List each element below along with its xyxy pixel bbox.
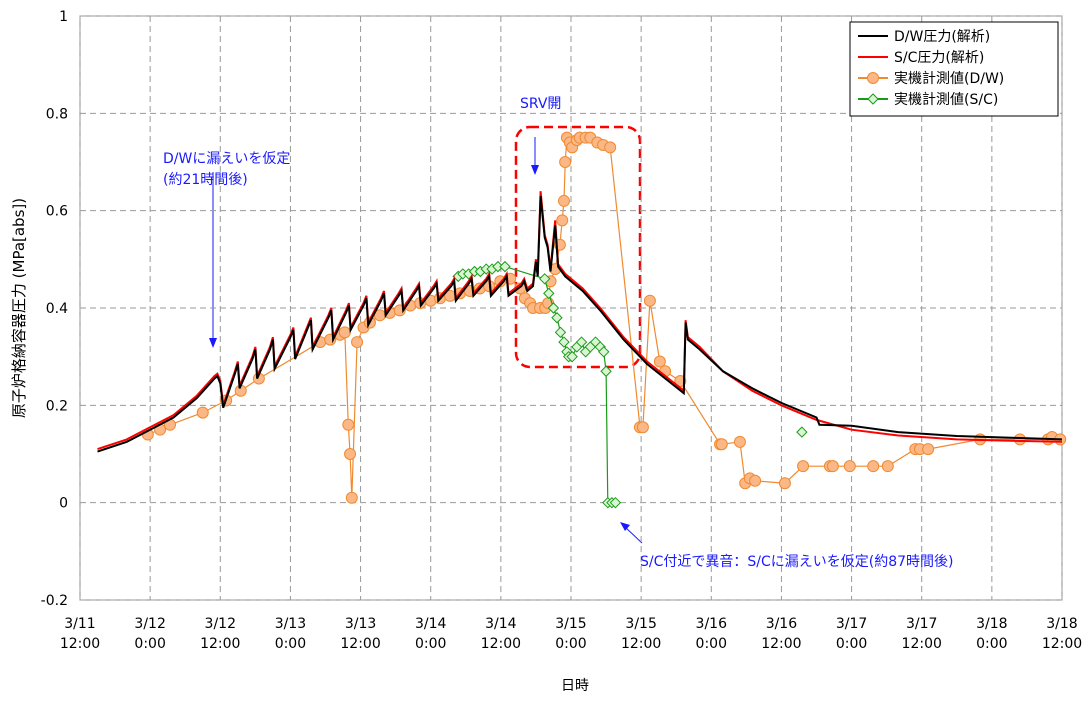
marker <box>338 326 351 339</box>
x-tick-label: 3/11 12:00 <box>60 616 100 652</box>
x-tick-label: 3/17 0:00 <box>836 616 867 652</box>
marker <box>551 312 563 324</box>
series-line <box>97 196 1063 453</box>
y-tick-label: 0.8 <box>46 106 68 122</box>
marker <box>554 326 567 339</box>
marker <box>543 287 555 300</box>
marker <box>796 426 808 438</box>
x-tick-label: 3/15 12:00 <box>621 616 661 652</box>
marker <box>575 336 588 348</box>
marker <box>345 491 358 504</box>
annotation-arrow <box>624 526 643 544</box>
marker <box>344 448 357 460</box>
x-tick-label: 3/16 12:00 <box>761 616 801 652</box>
marker <box>643 294 656 307</box>
highlight-box <box>514 125 642 369</box>
arrow-head <box>531 165 539 175</box>
marker <box>604 141 617 154</box>
annotation: (約21時間後) <box>163 172 248 188</box>
arrow-head <box>209 338 217 348</box>
marker <box>547 302 560 314</box>
x-axis-label: 日時 <box>561 678 589 694</box>
legend-marker <box>867 93 879 105</box>
marker <box>867 460 880 473</box>
legend-box <box>849 21 1059 117</box>
series-line <box>147 135 1061 498</box>
marker <box>843 460 856 473</box>
marker <box>351 336 364 349</box>
marker <box>636 421 649 434</box>
x-tick-label: 3/13 12:00 <box>340 616 380 652</box>
marker <box>1013 433 1026 446</box>
x-tick-label: 3/14 12:00 <box>481 616 521 652</box>
marker <box>600 365 612 377</box>
marker <box>557 194 570 207</box>
x-tick-label: 3/13 0:00 <box>275 616 306 652</box>
y-tick-label: 0 <box>59 496 68 512</box>
marker <box>538 273 551 285</box>
marker <box>598 346 610 358</box>
legend-label: 実機計測値(S/C) <box>894 92 998 108</box>
annotation: S/C付近で異音：S/Cに漏えいを仮定(約87時間後) <box>640 553 954 570</box>
x-tick-label: 3/16 0:00 <box>696 616 728 652</box>
marker <box>922 443 935 456</box>
y-axis-label: 原子炉格納容器圧力 (MPa[abs]) <box>10 198 28 418</box>
marker <box>778 477 791 490</box>
marker <box>566 350 578 363</box>
x-tick-label: 3/17 12:00 <box>902 616 942 652</box>
marker <box>196 406 209 419</box>
series-line <box>458 267 802 503</box>
y-tick-label: 0.4 <box>46 301 68 317</box>
y-tick-label: 0.2 <box>46 398 68 414</box>
annotation: SRV開 <box>520 96 561 112</box>
legend-label: 実機計測値(D/W) <box>894 71 1004 87</box>
marker <box>826 460 839 473</box>
marker <box>749 474 762 487</box>
legend-label: S/C圧力(解析) <box>894 50 984 66</box>
marker <box>556 214 569 227</box>
marker <box>499 260 511 273</box>
legend-label: D/W圧力(解析) <box>894 29 990 45</box>
marker <box>797 460 810 473</box>
x-tick-label: 3/12 0:00 <box>134 616 165 652</box>
legend-marker <box>867 72 879 84</box>
x-tick-label: 3/18 12:00 <box>1042 616 1082 652</box>
y-tick-label: -0.2 <box>41 593 68 609</box>
series-line <box>97 191 1063 451</box>
marker <box>558 336 570 348</box>
marker <box>559 156 572 168</box>
marker <box>653 355 666 368</box>
x-tick-label: 3/18 0:00 <box>976 616 1007 652</box>
y-tick-label: 1 <box>59 9 68 25</box>
marker <box>342 418 355 431</box>
marker <box>733 435 746 448</box>
x-tick-label: 3/15 0:00 <box>555 616 586 652</box>
marker <box>881 460 894 473</box>
x-tick-label: 3/14 0:00 <box>415 616 447 652</box>
x-tick-label: 3/12 12:00 <box>200 616 240 652</box>
y-tick-label: 0.6 <box>46 204 68 220</box>
marker <box>609 496 622 509</box>
marker <box>715 438 728 451</box>
annotation: D/Wに漏えいを仮定 <box>163 151 290 167</box>
arrow-head <box>620 522 630 531</box>
